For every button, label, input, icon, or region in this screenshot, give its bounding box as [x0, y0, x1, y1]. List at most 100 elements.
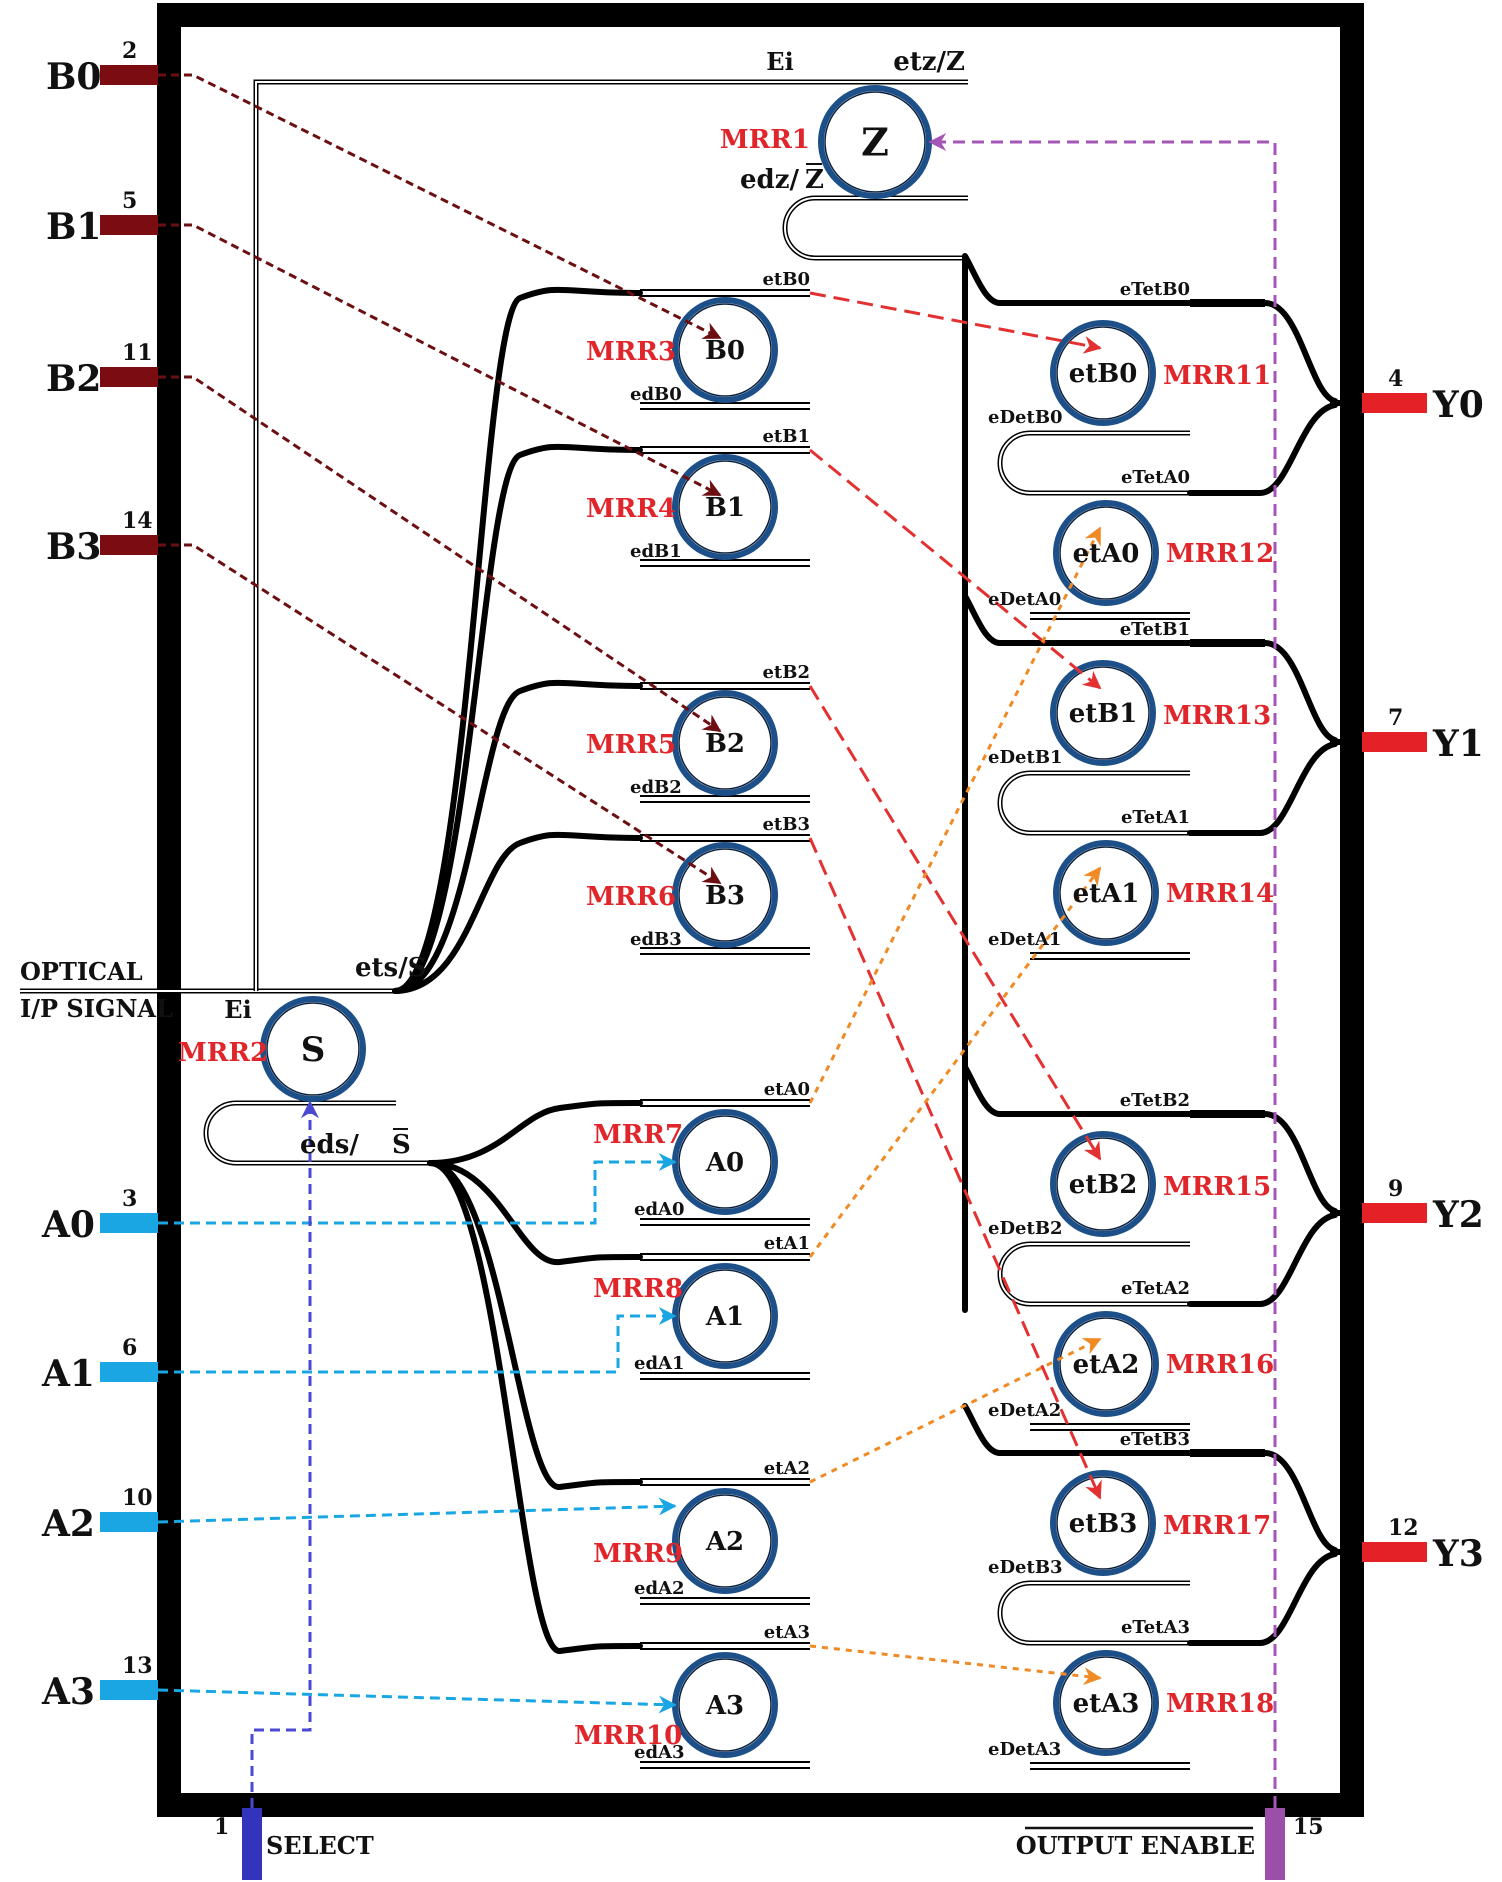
ring-inner	[678, 1494, 772, 1588]
mrr-label: MRR3	[586, 337, 676, 367]
ring-inner	[678, 696, 772, 790]
drop-port-label: eDetB2	[988, 1218, 1063, 1239]
detb-loop-core	[999, 432, 1190, 494]
pin-number: 12	[1388, 1515, 1419, 1541]
b-fan-waveguide	[392, 831, 643, 994]
z-through-label: etz/Z	[893, 47, 965, 77]
ring-inner	[678, 848, 772, 942]
b-input-pin	[100, 65, 158, 85]
a-input-pin	[100, 1213, 158, 1233]
pin-number: 14	[122, 508, 153, 534]
ring-label: A2	[705, 1527, 744, 1557]
z-drop-label: edz/	[740, 165, 799, 195]
optical-input-line2: I/P SIGNAL	[20, 994, 173, 1023]
through-port-label: etB0	[762, 269, 810, 290]
z-drop-loop	[782, 195, 968, 261]
pin-number: 3	[122, 1186, 137, 1212]
drop-port-label: eDetA3	[988, 1739, 1061, 1760]
pin-number: 13	[122, 1653, 153, 1679]
mrr-label: MRR7	[593, 1120, 683, 1150]
a-input-pin	[100, 1512, 158, 1532]
through-port-label: etB2	[762, 662, 810, 683]
y-output-pin	[1362, 393, 1427, 413]
a-control-arrow	[157, 1688, 677, 1714]
ring-label: B2	[705, 729, 745, 759]
ring-inner	[1056, 326, 1150, 420]
select-pin	[242, 1808, 262, 1880]
through-port-label: etA2	[764, 1458, 810, 1479]
s-drop-bar: S	[392, 1130, 411, 1160]
through-port-label: eTetA0	[1121, 467, 1190, 488]
a-control-arrow	[158, 1307, 677, 1374]
ring-label: Z	[861, 119, 889, 164]
pin-number: 7	[1388, 705, 1403, 731]
b-control-arrow	[158, 223, 722, 497]
ei-label: Ei	[224, 995, 251, 1024]
b-input-label: B2	[46, 358, 101, 400]
drop-port-label: edB0	[630, 384, 682, 405]
ring-label: B3	[705, 881, 745, 911]
drop-port-label: edA0	[634, 1199, 685, 1220]
ring-inner	[1059, 846, 1153, 940]
through-port-label: eTetA2	[1121, 1278, 1190, 1299]
a-input-label: A0	[41, 1204, 95, 1246]
y-output-label: Y2	[1432, 1194, 1484, 1236]
drop-port-label: eDetB0	[988, 407, 1063, 428]
eta-control-arrow	[809, 1337, 1102, 1484]
through-port-label: etA3	[764, 1622, 810, 1643]
y-output-label: Y1	[1432, 723, 1484, 765]
ring-resonator	[260, 996, 366, 1102]
ring-label: etA3	[1073, 1689, 1140, 1719]
ring-resonator	[1053, 840, 1159, 946]
b-input-label: B0	[46, 56, 101, 98]
mrr-label: MRR6	[586, 882, 676, 912]
ring-label: A3	[705, 1691, 744, 1721]
ring-resonator	[672, 454, 778, 560]
select-control-arrow	[250, 1100, 319, 1808]
mrr-label: MRR17	[1163, 1511, 1271, 1541]
ring-resonator	[672, 1488, 778, 1594]
y-output-label: Y3	[1432, 1533, 1484, 1575]
ring-label: A1	[705, 1302, 744, 1332]
select-drop-loop-core	[205, 1102, 430, 1164]
ring-label: etA1	[1073, 879, 1140, 909]
a-input-pin	[100, 1680, 158, 1700]
pin-number: 5	[122, 188, 137, 214]
z-drop-loop-core	[784, 197, 968, 259]
mrr-label: MRR5	[586, 730, 676, 760]
mrr-label: MRR11	[1163, 361, 1271, 391]
a-fan-waveguide	[427, 1160, 643, 1266]
tetb-waveguide	[962, 1064, 1338, 1214]
ring-resonator	[1053, 1311, 1159, 1417]
pin-number: 4	[1388, 366, 1403, 392]
chip-frame	[157, 3, 1364, 1817]
teta-waveguide	[1187, 1212, 1338, 1307]
b-control-arrow	[158, 375, 722, 733]
y-output-pin	[1362, 732, 1427, 752]
pin-number: 10	[122, 1485, 153, 1511]
teta-waveguide	[1187, 1551, 1338, 1646]
a-input-pin	[100, 1362, 158, 1382]
ring-inner	[678, 1269, 772, 1363]
drop-port-label: edB1	[630, 541, 682, 562]
a-fan-waveguide	[427, 1100, 643, 1166]
a-control-arrow	[157, 1497, 677, 1524]
mrr-label: MRR12	[1166, 539, 1274, 569]
ring-inner	[266, 1002, 360, 1096]
mrr-label: MRR18	[1166, 1689, 1274, 1719]
pin-number: 15	[1293, 1814, 1324, 1840]
b-input-pin	[100, 215, 158, 235]
y-output-pin	[1362, 1542, 1427, 1562]
y-output-label: Y0	[1432, 384, 1484, 426]
ring-resonator	[1050, 1131, 1156, 1237]
ring-inner	[1056, 666, 1150, 760]
ring-label: B0	[705, 336, 745, 366]
through-port-label: etA1	[764, 1233, 810, 1254]
a-fan-waveguide	[427, 1160, 643, 1490]
ring-label: etA0	[1073, 539, 1140, 569]
ring-inner	[678, 1115, 772, 1209]
a-input-label: A3	[41, 1671, 95, 1713]
drop-port-label: eDetA1	[988, 929, 1061, 950]
through-port-label: etA0	[764, 1079, 810, 1100]
a-input-label: A1	[41, 1353, 95, 1395]
